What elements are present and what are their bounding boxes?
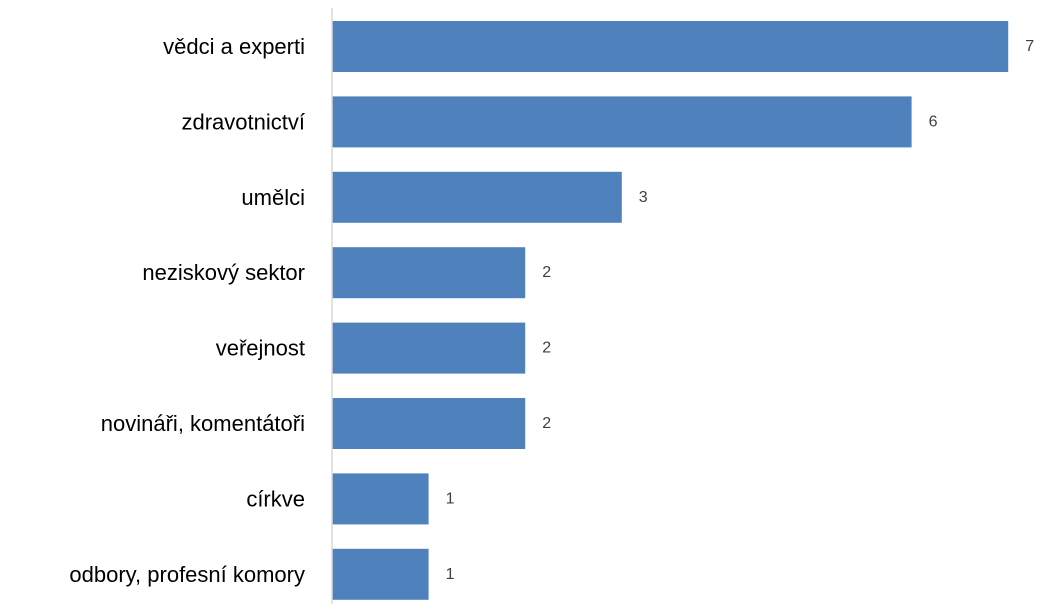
value-label: 7: [1025, 38, 1034, 55]
category-label: novináři, komentátoři: [101, 411, 305, 436]
category-label: vědci a experti: [163, 34, 305, 59]
category-label: odbory, profesní komory: [69, 562, 305, 587]
bar: [332, 548, 429, 600]
bar: [332, 473, 429, 525]
value-label: 2: [542, 264, 551, 281]
category-label: zdravotnictví: [182, 109, 306, 134]
labels-layer: vědci a experti 7 zdravotnictví 6 umělci 3 nez…: [69, 34, 1034, 587]
category-label: umělci: [241, 185, 305, 210]
bar: [332, 398, 526, 449]
category-label: veřejnost: [216, 336, 305, 361]
bar: [332, 322, 526, 374]
value-label: 6: [929, 113, 938, 130]
value-label: 2: [542, 415, 551, 432]
bar: [332, 96, 912, 148]
value-label: 2: [542, 340, 551, 357]
value-label: 3: [639, 189, 648, 206]
value-label: 1: [446, 490, 455, 507]
category-label: církve: [246, 486, 305, 511]
category-label: neziskový sektor: [142, 260, 305, 285]
value-label: 1: [446, 566, 455, 583]
bar: [332, 21, 1009, 72]
bars-layer: [332, 21, 1009, 600]
bar: [332, 171, 622, 223]
bar: [332, 247, 526, 299]
